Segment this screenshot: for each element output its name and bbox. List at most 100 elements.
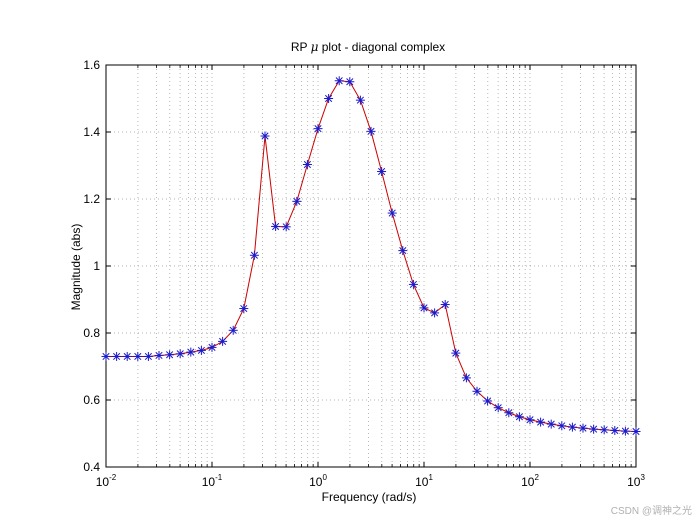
marker-stroke bbox=[484, 397, 492, 405]
y-tick-label: 1 bbox=[93, 259, 100, 273]
data-point-marker bbox=[186, 347, 196, 357]
chart-title: RP μ plot - diagonal complex bbox=[291, 40, 445, 54]
data-point-marker bbox=[292, 196, 302, 206]
data-point-marker bbox=[154, 350, 164, 360]
marker-stroke bbox=[155, 351, 163, 360]
marker-stroke bbox=[303, 160, 311, 169]
data-point-marker bbox=[451, 348, 461, 358]
data-series bbox=[101, 76, 641, 436]
marker-stroke bbox=[526, 416, 534, 424]
marker-stroke bbox=[579, 424, 587, 432]
y-tick-label: 1.6 bbox=[83, 58, 100, 72]
x-tick-exponent: 0 bbox=[322, 473, 327, 482]
marker-stroke bbox=[261, 132, 269, 140]
marker-stroke bbox=[325, 94, 333, 103]
marker-stroke bbox=[420, 304, 428, 312]
marker-stroke bbox=[208, 343, 216, 351]
x-tick-base: 10 bbox=[521, 475, 535, 489]
marker-stroke bbox=[568, 423, 576, 431]
marker-stroke bbox=[431, 309, 439, 317]
data-point-marker bbox=[249, 250, 259, 260]
marker-stroke bbox=[537, 418, 545, 426]
marker-stroke bbox=[272, 222, 280, 231]
data-point-marker bbox=[567, 422, 577, 432]
title-prefix: RP bbox=[291, 40, 311, 54]
x-tick-base: 10 bbox=[309, 475, 323, 489]
x-tick-label: 10-2 bbox=[96, 473, 117, 489]
marker-stroke bbox=[452, 349, 460, 357]
data-point-marker bbox=[302, 159, 312, 169]
marker-stroke bbox=[346, 78, 354, 86]
marker-stroke bbox=[494, 404, 502, 412]
x-tick-label: 101 bbox=[415, 473, 433, 489]
data-point-marker bbox=[536, 417, 546, 427]
data-point-marker bbox=[419, 303, 429, 313]
marker-stroke bbox=[250, 251, 258, 259]
data-point-marker bbox=[133, 351, 143, 361]
y-tick-label: 1.4 bbox=[83, 125, 100, 139]
data-point-marker bbox=[589, 424, 599, 434]
y-axis-ticks: 0.4 0.6 0.8 1 1.2 1.4 1.6 bbox=[83, 58, 636, 474]
data-point-marker bbox=[610, 425, 620, 435]
marker-stroke bbox=[293, 197, 301, 205]
data-point-marker bbox=[355, 95, 365, 105]
data-point-marker bbox=[440, 300, 450, 310]
marker-stroke bbox=[621, 427, 629, 435]
marker-stroke bbox=[473, 387, 481, 395]
data-point-marker bbox=[112, 351, 122, 361]
marker-stroke bbox=[314, 125, 322, 133]
marker-stroke bbox=[282, 223, 290, 231]
x-tick-base: 10 bbox=[627, 475, 641, 489]
data-point-marker bbox=[260, 131, 270, 141]
y-tick-label: 0.8 bbox=[83, 326, 100, 340]
marker-stroke bbox=[102, 352, 110, 361]
marker-stroke bbox=[462, 374, 470, 382]
x-tick-label: 103 bbox=[627, 473, 645, 489]
x-tick-base: 10 bbox=[415, 475, 429, 489]
marker-stroke bbox=[176, 350, 184, 358]
data-point-marker bbox=[345, 77, 355, 87]
marker-stroke bbox=[590, 425, 598, 433]
data-point-marker bbox=[546, 419, 556, 429]
data-point-marker bbox=[387, 208, 397, 218]
data-point-marker bbox=[165, 350, 175, 360]
x-tick-exponent: 3 bbox=[640, 473, 645, 482]
x-tick-label: 10-1 bbox=[202, 473, 223, 489]
y-tick-label: 1.2 bbox=[83, 192, 100, 206]
data-point-marker bbox=[504, 408, 514, 418]
marker-stroke bbox=[166, 351, 174, 359]
x-tick-exponent: 2 bbox=[534, 473, 539, 482]
x-tick-exponent: -2 bbox=[109, 473, 117, 482]
data-point-marker bbox=[430, 308, 440, 318]
data-point-marker bbox=[599, 425, 609, 435]
data-point-marker bbox=[281, 222, 291, 232]
data-point-marker bbox=[472, 386, 482, 396]
marker-stroke bbox=[632, 427, 640, 436]
marker-stroke bbox=[505, 409, 513, 417]
marker-stroke bbox=[611, 426, 619, 435]
title-mu-symbol: μ bbox=[311, 40, 319, 54]
data-point-marker bbox=[493, 403, 503, 413]
marker-stroke bbox=[144, 352, 152, 361]
marker-stroke bbox=[600, 426, 608, 434]
data-point-marker bbox=[101, 351, 111, 361]
marker-stroke bbox=[219, 337, 227, 345]
marker-stroke bbox=[240, 304, 248, 313]
data-point-marker bbox=[207, 342, 217, 352]
data-point-marker bbox=[175, 349, 185, 359]
data-point-marker bbox=[334, 76, 344, 86]
y-axis-label: Magnitude (abs) bbox=[69, 224, 83, 311]
data-point-marker bbox=[631, 426, 641, 436]
marker-stroke bbox=[356, 96, 364, 104]
data-point-marker bbox=[218, 336, 228, 346]
x-axis-label: Frequency (rad/s) bbox=[322, 490, 417, 504]
data-point-marker bbox=[525, 415, 535, 425]
marker-stroke bbox=[409, 280, 417, 289]
data-point-marker bbox=[461, 373, 471, 383]
data-point-marker bbox=[122, 351, 132, 361]
grid-lines bbox=[106, 65, 636, 467]
y-tick-label: 0.6 bbox=[83, 393, 100, 407]
marker-stroke bbox=[388, 209, 396, 217]
marker-stroke bbox=[367, 127, 375, 135]
